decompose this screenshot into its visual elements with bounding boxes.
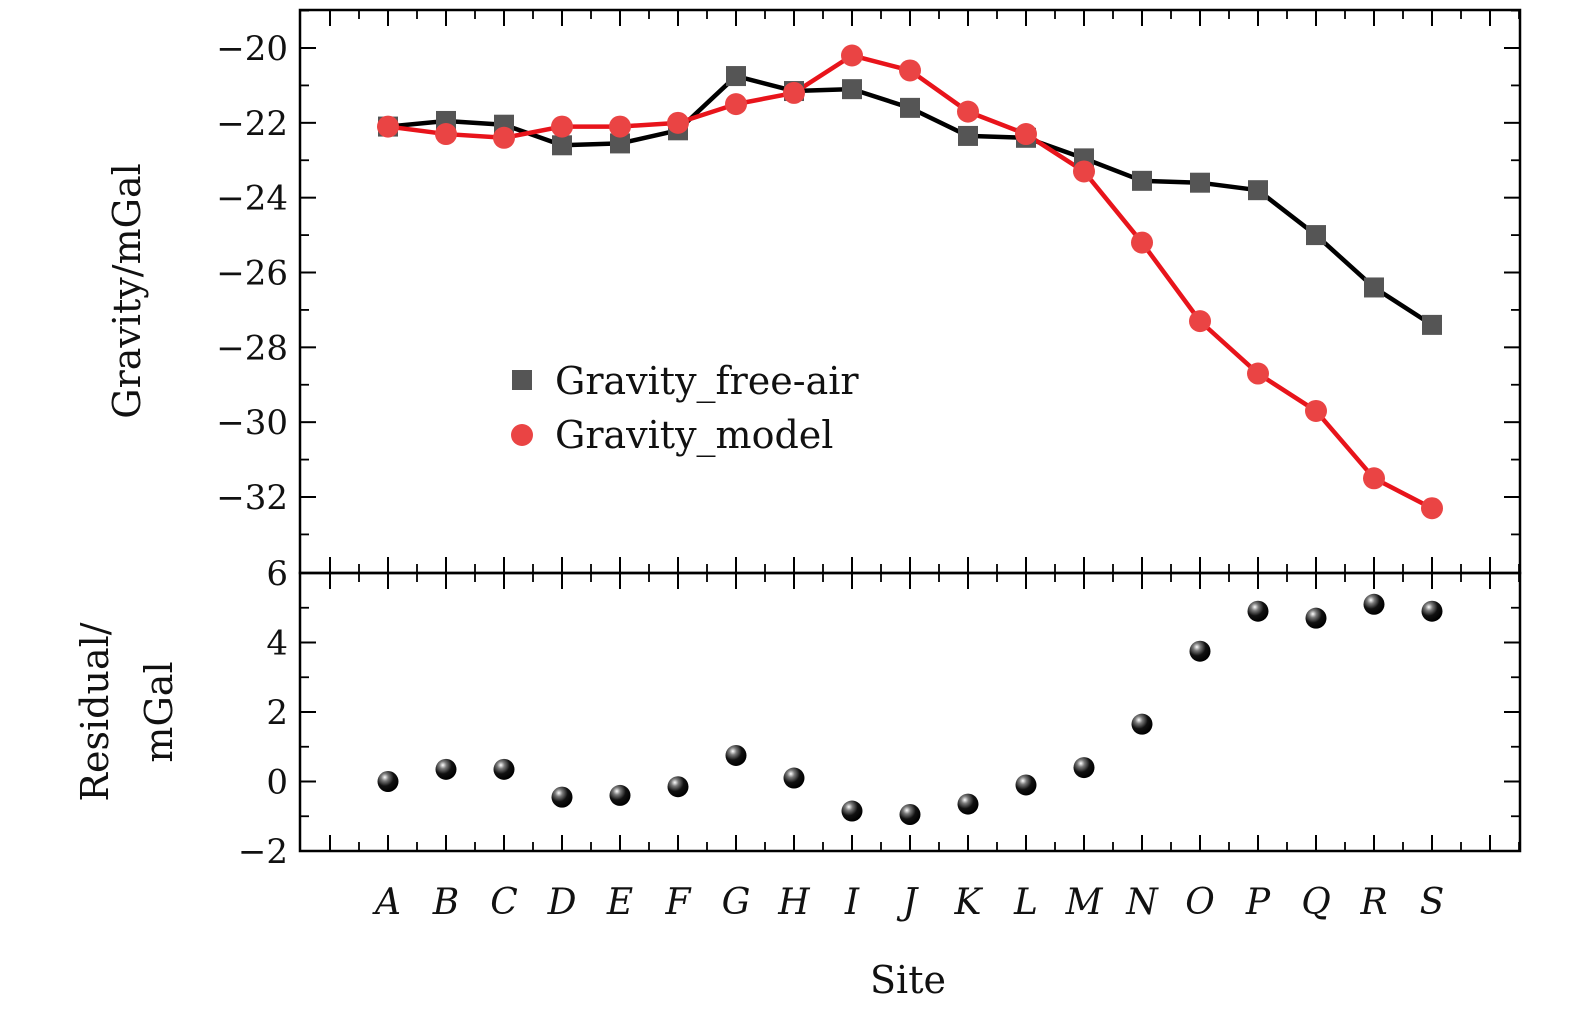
top-y-tick-label: −26 — [216, 254, 288, 294]
model-point — [435, 123, 457, 146]
top-y-ticks: −20 −22 −24 −26 −28 −30 −32 — [216, 9, 1520, 536]
residual-point — [667, 776, 689, 798]
free-air-point — [726, 66, 746, 87]
legend-label-model: Gravity_model — [555, 413, 833, 458]
model-point — [725, 93, 747, 116]
model-point — [1363, 467, 1385, 490]
residual-point — [1363, 593, 1385, 615]
site-label-s: S — [1420, 882, 1445, 923]
residual-point — [1305, 607, 1327, 629]
top-y-tick-label: −32 — [216, 478, 288, 518]
model-point — [1073, 160, 1095, 183]
site-label-a: A — [372, 882, 401, 923]
model-point — [1247, 362, 1269, 385]
top-y-tick-label: −22 — [216, 104, 288, 144]
residual-point — [377, 771, 399, 792]
model-point — [551, 115, 573, 138]
model-point — [1189, 310, 1211, 333]
site-label-k: K — [954, 882, 984, 923]
model-point — [1131, 231, 1153, 254]
model-point — [377, 115, 399, 138]
site-label-d: D — [547, 882, 577, 923]
bottom-y-tick-label: 2 — [266, 693, 288, 733]
free-air-point — [900, 97, 920, 118]
site-label-n: N — [1125, 882, 1159, 923]
free-air-point — [958, 125, 978, 146]
residual-point — [957, 793, 979, 815]
free-air-point — [1364, 277, 1384, 298]
site-label-m: M — [1065, 882, 1104, 923]
site-label-o: O — [1185, 882, 1215, 923]
top-y-axis-title: Gravity/mGal — [105, 163, 149, 419]
top-y-tick-label: −30 — [216, 403, 288, 443]
bottom-y-axis-title-line1: Residual/ — [73, 622, 117, 801]
residual-point — [725, 744, 747, 766]
x-axis-title: Site — [870, 958, 946, 1002]
site-label-h: H — [777, 882, 810, 923]
series-line-model — [387, 53, 1434, 511]
top-y-tick-label: −24 — [216, 179, 288, 219]
residual-point — [551, 786, 573, 808]
site-label-e: E — [606, 882, 633, 923]
free-air-point — [1248, 180, 1268, 201]
residual-series-layer — [377, 593, 1443, 826]
legend-label-free-air: Gravity_free-air — [555, 359, 859, 404]
model-point — [1421, 497, 1443, 520]
site-label-r: R — [1359, 882, 1387, 923]
residual-point — [609, 784, 631, 806]
bottom-y-ticks: −2 0 2 4 6 — [238, 554, 1520, 872]
site-label-i: I — [844, 882, 860, 923]
free-air-point — [1190, 172, 1210, 193]
site-label-g: G — [722, 882, 751, 923]
free-air-point — [842, 79, 862, 100]
model-point — [783, 81, 805, 104]
residual-point — [493, 758, 515, 780]
site-label-l: L — [1013, 882, 1038, 923]
free-air-point — [1422, 314, 1442, 335]
free-air-point — [610, 133, 630, 154]
model-point — [899, 59, 921, 82]
residual-point — [841, 800, 863, 822]
residual-point — [1247, 600, 1269, 622]
top-panel-frame — [298, 8, 1522, 575]
residual-point — [1189, 640, 1211, 662]
bottom-y-tick-label: 6 — [266, 554, 288, 594]
bottom-y-tick-label: 0 — [266, 763, 288, 803]
residual-point — [435, 758, 457, 780]
free-air-point — [1132, 170, 1152, 191]
legend-marker-model — [511, 424, 533, 446]
residual-point — [1421, 600, 1443, 622]
top-series-layer — [377, 44, 1443, 520]
model-point — [957, 100, 979, 123]
legend: Gravity_free-air Gravity_model — [511, 359, 859, 458]
legend-marker-free-air — [512, 370, 532, 390]
free-air-point — [1306, 225, 1326, 246]
bottom-y-tick-label: 4 — [266, 624, 288, 664]
model-point — [841, 44, 863, 67]
bottom-y-axis-title-line2: mGal — [137, 661, 181, 762]
site-label-f: F — [665, 882, 693, 923]
top-y-tick-label: −20 — [216, 29, 288, 69]
site-label-q: Q — [1301, 882, 1331, 923]
model-point — [609, 115, 631, 138]
residual-point — [1131, 713, 1153, 735]
site-label-c: C — [490, 882, 518, 923]
residual-point — [899, 804, 921, 826]
top-y-tick-label: −28 — [216, 328, 288, 368]
bottom-y-tick-label: −2 — [238, 832, 288, 872]
residual-point — [1073, 757, 1095, 779]
model-point — [667, 111, 689, 134]
model-point — [1015, 123, 1037, 146]
residual-point — [783, 767, 805, 789]
model-point — [1305, 399, 1327, 422]
site-label-j: J — [896, 882, 920, 923]
site-label-p: P — [1245, 882, 1271, 923]
site-label-b: B — [432, 882, 459, 923]
free-air-point — [552, 135, 572, 156]
model-point — [493, 126, 515, 149]
residual-point — [1015, 774, 1037, 796]
